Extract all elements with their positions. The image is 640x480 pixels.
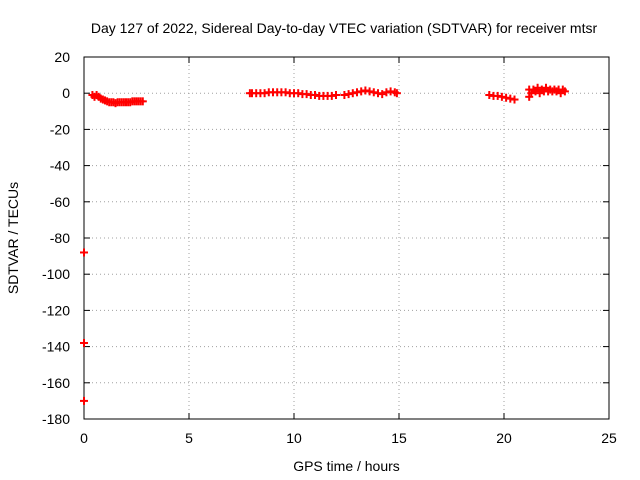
y-tick-label: 0 <box>62 85 70 101</box>
x-tick-label: 25 <box>601 430 617 446</box>
data-points <box>80 83 569 405</box>
data-point <box>392 89 401 98</box>
y-tick-label: -100 <box>42 266 70 282</box>
y-tick-label: -180 <box>42 411 70 427</box>
data-point <box>80 396 88 405</box>
x-axis-label: GPS time / hours <box>293 458 400 474</box>
data-point <box>80 338 88 347</box>
y-axis-ticks: 20 0 -20 -40 -60 -80 -100 -120 -140 -160 -180 <box>42 49 609 427</box>
x-tick-label: 20 <box>496 430 512 446</box>
y-tick-label: -60 <box>50 194 70 210</box>
x-tick-label: 15 <box>391 430 407 446</box>
x-axis-ticks: 0 5 10 15 20 25 <box>80 57 617 446</box>
y-tick-label: -160 <box>42 375 70 391</box>
y-tick-label: -40 <box>50 158 70 174</box>
data-point <box>332 91 340 100</box>
data-point <box>138 97 147 106</box>
y-tick-label: -140 <box>42 339 70 355</box>
chart-title: Day 127 of 2022, Sidereal Day-to-day VTE… <box>91 20 598 36</box>
plot-frame <box>83 56 610 420</box>
data-point <box>378 90 387 99</box>
x-tick-label: 5 <box>185 430 193 446</box>
grid <box>84 57 609 419</box>
x-tick-label: 10 <box>286 430 302 446</box>
data-point <box>533 83 542 92</box>
y-tick-label: 20 <box>54 49 70 65</box>
y-tick-label: -80 <box>50 230 70 246</box>
y-tick-label: -20 <box>50 121 70 137</box>
data-point <box>80 248 88 257</box>
y-axis-label: SDTVAR / TECUs <box>5 182 21 294</box>
data-point <box>510 95 519 104</box>
x-tick-label: 0 <box>80 430 88 446</box>
data-point <box>560 87 569 96</box>
y-tick-label: -120 <box>42 302 70 318</box>
